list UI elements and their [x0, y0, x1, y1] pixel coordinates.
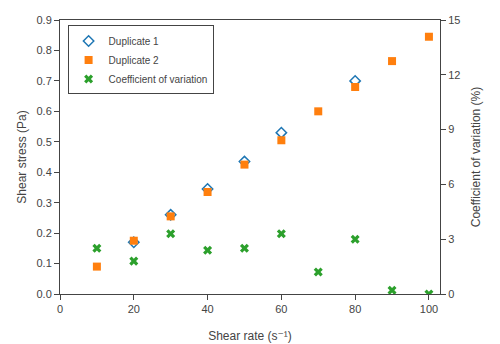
svg-text:15: 15: [448, 14, 460, 26]
svg-text:12: 12: [448, 69, 460, 81]
svg-text:3: 3: [448, 233, 454, 245]
svg-text:0.5: 0.5: [37, 136, 52, 148]
svg-text:0: 0: [57, 303, 63, 315]
svg-text:0: 0: [448, 288, 454, 300]
svg-text:40: 40: [201, 303, 213, 315]
svg-text:Shear rate (s⁻¹): Shear rate (s⁻¹): [208, 329, 292, 343]
svg-text:60: 60: [275, 303, 287, 315]
svg-text:6: 6: [448, 178, 454, 190]
svg-text:0.9: 0.9: [37, 14, 52, 26]
svg-text:Duplicate 2: Duplicate 2: [109, 55, 159, 66]
svg-text:0.7: 0.7: [37, 75, 52, 87]
svg-text:0.1: 0.1: [37, 257, 52, 269]
svg-text:80: 80: [349, 303, 361, 315]
svg-text:0.0: 0.0: [37, 288, 52, 300]
svg-text:Coefficient of variation (%): Coefficient of variation (%): [469, 87, 483, 228]
svg-text:0.4: 0.4: [37, 166, 52, 178]
svg-text:0.3: 0.3: [37, 197, 52, 209]
svg-text:Duplicate 1: Duplicate 1: [109, 36, 159, 47]
svg-text:0.2: 0.2: [37, 227, 52, 239]
svg-text:20: 20: [128, 303, 140, 315]
svg-text:100: 100: [420, 303, 438, 315]
svg-text:0.6: 0.6: [37, 105, 52, 117]
svg-text:Coefficient of variation: Coefficient of variation: [109, 74, 208, 85]
svg-text:Shear stress (Pa): Shear stress (Pa): [15, 110, 29, 203]
svg-text:9: 9: [448, 123, 454, 135]
svg-text:0.8: 0.8: [37, 44, 52, 56]
